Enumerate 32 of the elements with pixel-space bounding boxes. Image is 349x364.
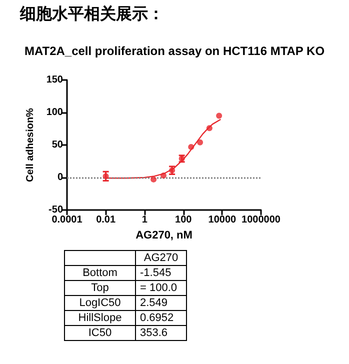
- text: AG270: [136, 250, 186, 266]
- text: Bottom: [64, 266, 136, 280]
- text: IC50: [64, 326, 136, 340]
- point: [206, 125, 212, 132]
- x-tick-label: 100: [175, 214, 192, 226]
- point: [150, 176, 157, 182]
- text: LogIC50: [64, 296, 136, 310]
- text: 0.6952: [136, 310, 186, 326]
- text: HillSlope: [64, 310, 136, 326]
- point: [160, 172, 166, 179]
- x-tick-label: 1000000: [242, 214, 281, 226]
- point: [188, 144, 194, 150]
- x-axis-title: AG270, nM: [136, 230, 192, 242]
- text: 2.549: [136, 296, 186, 310]
- y-tick-label: 100: [46, 107, 64, 118]
- x-tick-label: 0.01: [96, 214, 116, 226]
- x-tick-label: 10000: [208, 214, 237, 226]
- text: = 100.0: [136, 280, 186, 296]
- text: 353.6: [136, 326, 186, 340]
- x-tick-label: 1: [142, 214, 148, 226]
- y-tick-label: 150: [46, 74, 64, 86]
- y-tick-label: 50: [52, 140, 64, 150]
- text: Top: [64, 280, 136, 296]
- chart-subtitle: MAT2A_cell proliferation assay on HCT116 MTAP KO: [24, 44, 325, 58]
- y-tick-label: -50: [48, 204, 64, 216]
- point: [216, 112, 222, 119]
- y-axis-title: Cell adhesion%: [24, 108, 36, 182]
- x-tick-label: 0.0001: [52, 214, 83, 226]
- y-tick-label: 0: [57, 172, 64, 183]
- point: [197, 139, 204, 146]
- chart-title: 细胞水平相关展示：: [20, 4, 164, 25]
- text: -1.545: [136, 266, 186, 280]
